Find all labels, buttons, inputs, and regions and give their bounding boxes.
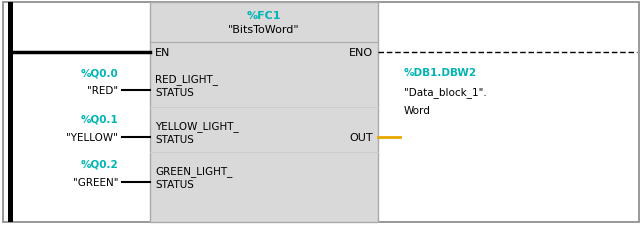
Text: %DB1.DBW2: %DB1.DBW2 [404,68,477,78]
Text: RED_LIGHT_: RED_LIGHT_ [155,74,218,85]
Text: STATUS: STATUS [155,134,194,144]
Text: "YELLOW": "YELLOW" [66,132,118,142]
Bar [150,3,378,222]
Text: "RED": "RED" [87,86,118,96]
Text: %Q0.1: %Q0.1 [80,115,118,124]
Text: %Q0.2: %Q0.2 [80,159,118,169]
Text: YELLOW_LIGHT_: YELLOW_LIGHT_ [155,121,239,132]
Text: "BitsToWord": "BitsToWord" [228,25,300,35]
Text: "Data_block_1".: "Data_block_1". [404,87,487,98]
Text: Word: Word [404,106,431,115]
Text: STATUS: STATUS [155,88,194,98]
Text: OUT: OUT [349,132,373,142]
Bar [8,3,13,222]
Text: "GREEN": "GREEN" [73,177,118,187]
Text: GREEN_LIGHT_: GREEN_LIGHT_ [155,166,232,177]
Text: %Q0.0: %Q0.0 [80,68,118,78]
Text: ENO: ENO [349,48,373,58]
Text: EN: EN [155,48,170,58]
Text: STATUS: STATUS [155,179,194,189]
Text: %FC1: %FC1 [247,11,281,21]
